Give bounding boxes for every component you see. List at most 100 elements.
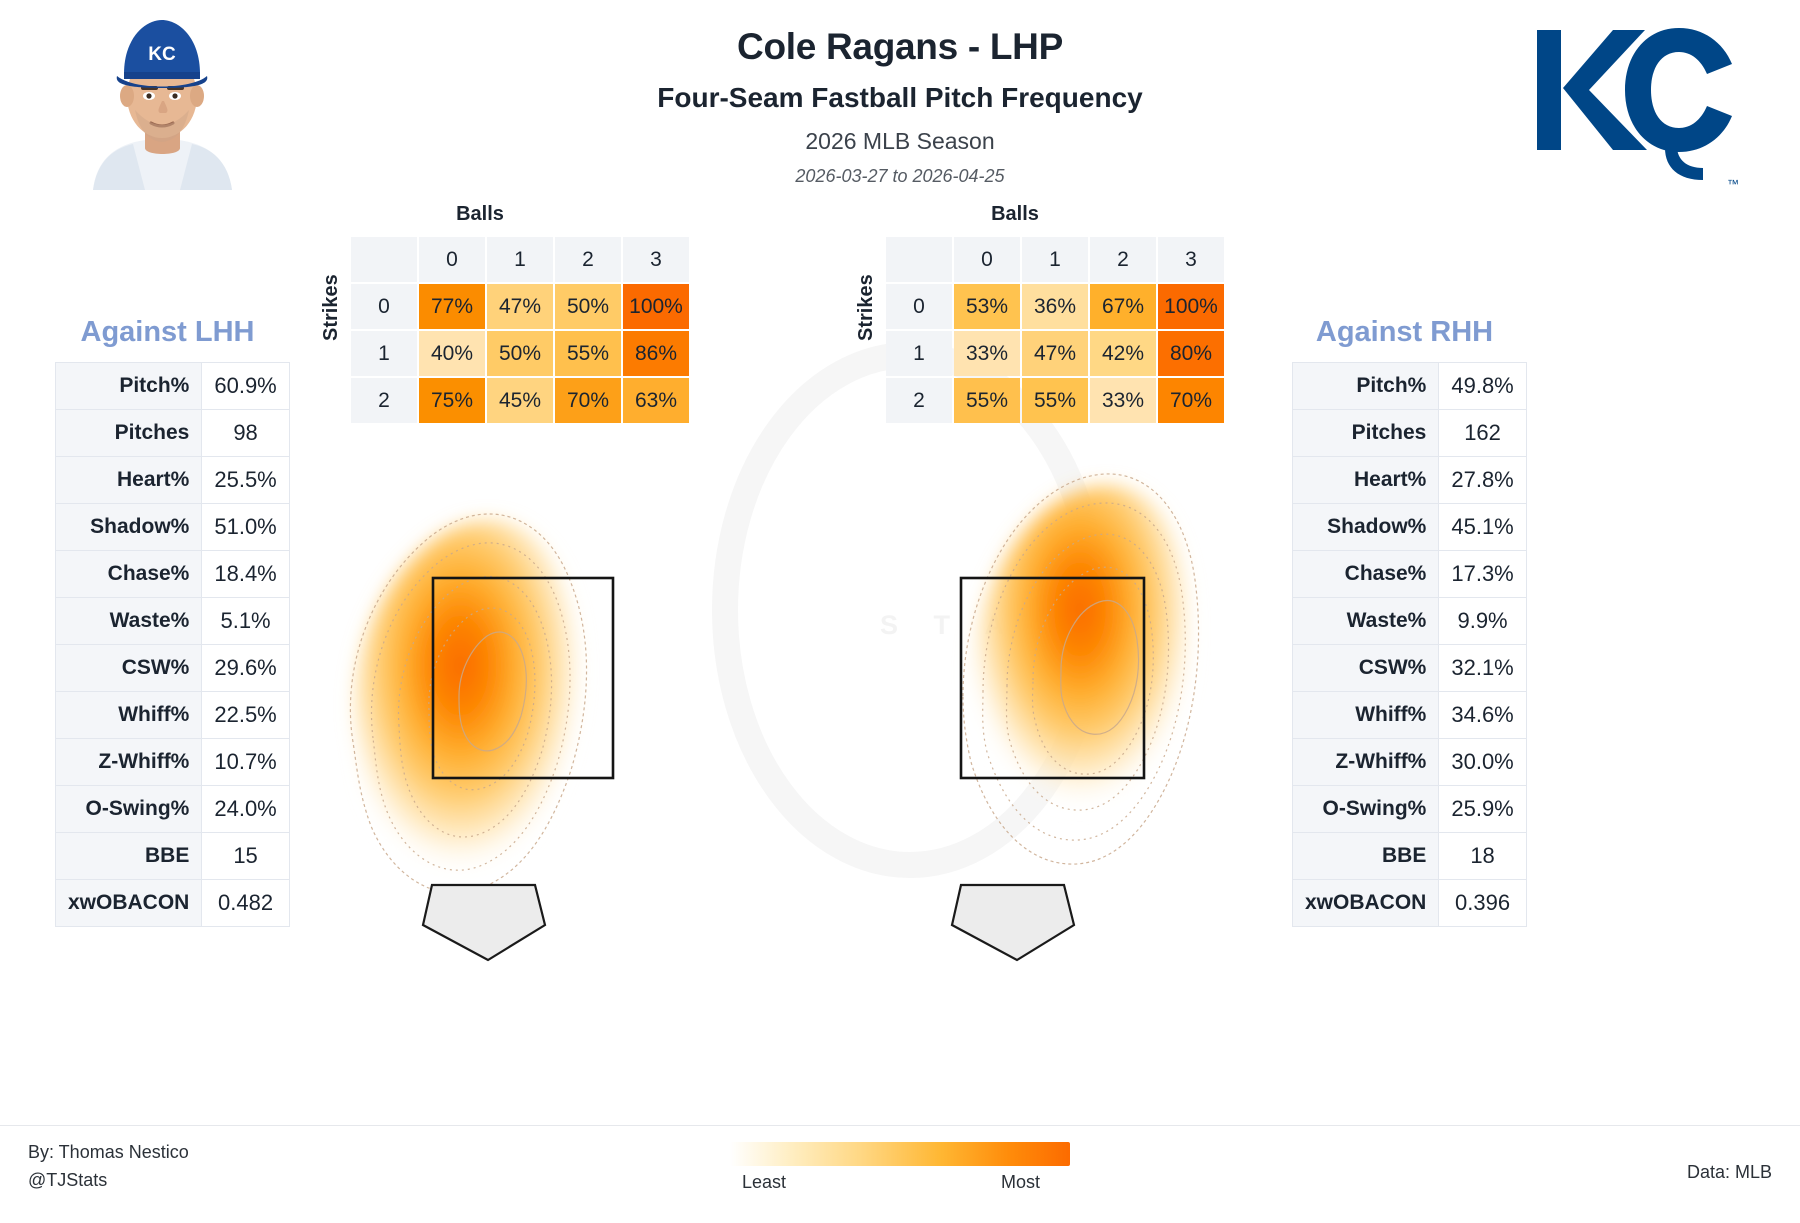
stat-key-shadow-pct: Shadow%: [1291, 503, 1440, 551]
balls-header-0: 0: [419, 237, 485, 282]
stat-key-csw-pct: CSW%: [1291, 644, 1440, 692]
strikes-axis-label-left: Strikes: [320, 274, 342, 341]
matrix-cell-s0-b2: 67%: [1090, 284, 1156, 329]
page-subtitle: Four-Seam Fastball Pitch Frequency: [657, 82, 1143, 113]
stat-val-chase-pct: 17.3%: [1438, 550, 1527, 598]
stat-val-xwobacon: 0.482: [201, 879, 290, 927]
matrix-cell-s2-b0: 55%: [954, 378, 1020, 423]
stats-panel-lhh: Against LHH Pitch% 60.9% Pitches 98 Heart%…: [54, 316, 290, 927]
stat-key-waste-pct: Waste%: [1291, 597, 1440, 645]
matrix-row: 1 40% 50% 55% 86%: [351, 331, 689, 376]
legend-least-label: Least: [742, 1172, 787, 1192]
stat-key-z-whiff-pct: Z-Whiff%: [54, 738, 203, 786]
table-row: Waste% 9.9%: [1291, 597, 1527, 645]
matrix-cell-s1-b3: 86%: [623, 331, 689, 376]
table-row: O-Swing% 24.0%: [54, 785, 290, 833]
table-row: Pitches 162: [1291, 409, 1527, 457]
matrix-row: 2 75% 45% 70% 63%: [351, 378, 689, 423]
stat-key-xwobacon: xwOBACON: [1291, 879, 1440, 927]
page-title: Cole Ragans - LHP: [737, 26, 1063, 67]
balls-axis-label-right: Balls: [991, 203, 1039, 225]
stat-key-chase-pct: Chase%: [1291, 550, 1440, 598]
strike-zone-box-rhh: [959, 576, 1146, 780]
table-row: Heart% 25.5%: [54, 456, 290, 504]
stat-val-chase-pct: 18.4%: [201, 550, 290, 598]
stat-val-pitches: 98: [201, 409, 290, 457]
matrix-cell-s0-b2: 50%: [555, 284, 621, 329]
stat-key-heart-pct: Heart%: [54, 456, 203, 504]
table-row: BBE 15: [54, 832, 290, 880]
table-row: Chase% 18.4%: [54, 550, 290, 598]
pitch-location-heatmap-rhh: [925, 470, 1255, 990]
count-matrix-lhh: Balls Strikes 0 1 2 3 0 77% 47%: [320, 203, 691, 425]
balls-header-3: 3: [623, 237, 689, 282]
balls-header-1: 1: [487, 237, 553, 282]
stat-val-bbe: 15: [201, 832, 290, 880]
stat-val-z-whiff-pct: 30.0%: [1438, 738, 1527, 786]
table-row: CSW% 32.1%: [1291, 644, 1527, 692]
legend-most-label: Most: [1000, 1172, 1040, 1192]
color-legend: Least Most: [730, 1142, 1070, 1193]
matrix-cell-s2-b2: 33%: [1090, 378, 1156, 423]
table-row: Chase% 17.3%: [1291, 550, 1527, 598]
table-row: CSW% 29.6%: [54, 644, 290, 692]
table-row: Pitch% 60.9%: [54, 362, 290, 410]
stats-heading-lhh: Against LHH: [80, 316, 255, 348]
table-row: xwOBACON 0.396: [1291, 879, 1527, 927]
stat-val-z-whiff-pct: 10.7%: [201, 738, 290, 786]
matrix-cell-s0-b1: 36%: [1022, 284, 1088, 329]
stat-val-shadow-pct: 51.0%: [201, 503, 290, 551]
stat-key-whiff-pct: Whiff%: [1291, 691, 1440, 739]
table-row: BBE 18: [1291, 832, 1527, 880]
strikes-axis-label-right: Strikes: [855, 274, 877, 341]
matrix-corner-cell: [886, 237, 952, 282]
stat-val-heart-pct: 25.5%: [201, 456, 290, 504]
stats-heading-rhh: Against RHH: [1315, 316, 1494, 348]
matrix-header-row: 0 1 2 3: [351, 237, 689, 282]
matrix-header-row: 0 1 2 3: [886, 237, 1224, 282]
heat-contour-lines-lhh: [349, 513, 588, 894]
matrix-cell-s0-b1: 47%: [487, 284, 553, 329]
table-row: Waste% 5.1%: [54, 597, 290, 645]
balls-header-2: 2: [1090, 237, 1156, 282]
table-row: xwOBACON 0.482: [54, 879, 290, 927]
stat-key-heart-pct: Heart%: [1291, 456, 1440, 504]
table-row: Shadow% 45.1%: [1291, 503, 1527, 551]
matrix-cell-s2-b3: 63%: [623, 378, 689, 423]
heat-density-blob-rhh: [969, 485, 1191, 851]
matrix-cell-s2-b3: 70%: [1158, 378, 1224, 423]
stat-val-pitches: 162: [1438, 409, 1527, 457]
table-row: Whiff% 22.5%: [54, 691, 290, 739]
matrix-cell-s1-b1: 50%: [487, 331, 553, 376]
stat-key-pitches: Pitches: [1291, 409, 1440, 457]
balls-axis-label-left: Balls: [456, 203, 504, 225]
title-block: Cole Ragans - LHP Four-Seam Fastball Pit…: [0, 26, 1800, 187]
table-row: Whiff% 34.6%: [1291, 691, 1527, 739]
matrix-cell-s2-b2: 70%: [555, 378, 621, 423]
stat-val-csw-pct: 29.6%: [201, 644, 290, 692]
stat-val-pitch-pct: 49.8%: [1438, 362, 1527, 410]
stat-val-whiff-pct: 22.5%: [201, 691, 290, 739]
matrix-corner-cell: [351, 237, 417, 282]
stat-val-pitch-pct: 60.9%: [201, 362, 290, 410]
matrix-cell-s0-b3: 100%: [1158, 284, 1224, 329]
player-headshot: KC: [75, 8, 250, 190]
table-row: Pitch% 49.8%: [1291, 362, 1527, 410]
matrix-row: 2 55% 55% 33% 70%: [886, 378, 1224, 423]
strikes-header-2: 2: [351, 378, 417, 423]
date-range-label: 2026-03-27 to 2026-04-25: [795, 166, 1005, 186]
stat-key-o-swing-pct: O-Swing%: [1291, 785, 1440, 833]
stat-val-shadow-pct: 45.1%: [1438, 503, 1527, 551]
table-row: Heart% 27.8%: [1291, 456, 1527, 504]
stat-val-heart-pct: 27.8%: [1438, 456, 1527, 504]
pitch-location-heatmap-lhh: [325, 470, 655, 990]
matrix-cell-s0-b0: 77%: [419, 284, 485, 329]
count-matrix-table-left: 0 1 2 3 0 77% 47% 50% 100% 1 40%: [349, 235, 691, 425]
matrix-cell-s1-b0: 40%: [419, 331, 485, 376]
stat-key-pitches: Pitches: [54, 409, 203, 457]
stat-val-xwobacon: 0.396: [1438, 879, 1527, 927]
stat-val-o-swing-pct: 25.9%: [1438, 785, 1527, 833]
matrix-cell-s1-b2: 55%: [555, 331, 621, 376]
table-row: O-Swing% 25.9%: [1291, 785, 1527, 833]
